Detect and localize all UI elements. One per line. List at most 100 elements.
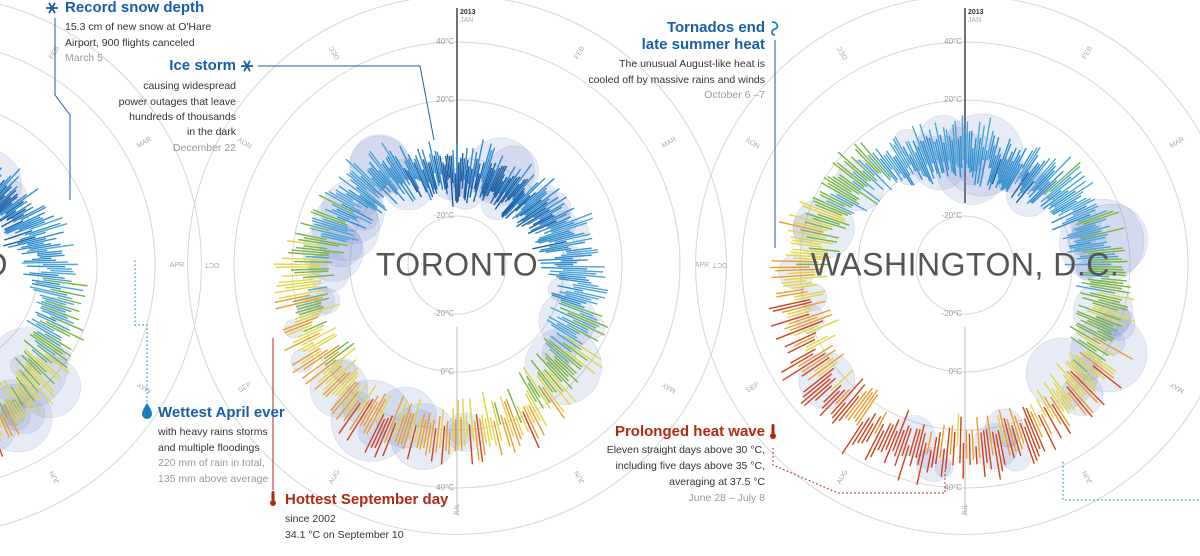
annotation-text: including five days above 35 °C, [615,460,765,472]
day-bar [458,162,459,201]
month-label: JUN [573,469,586,484]
day-bar [960,417,961,463]
tornado-icon [772,22,777,35]
month-label: MAY [661,380,677,394]
month-label: OCT [204,261,220,268]
month-label: APR [170,262,184,269]
day-bar [453,408,454,439]
annotation-title: Wettest April ever [158,404,285,421]
month-label: AUG [328,469,342,486]
day-bar [541,262,577,263]
annotation-text: 15.3 cm of new snow at O'Hare [65,21,211,33]
day-bar [276,267,320,268]
month-label: JUL [962,504,969,517]
year-label: 2013 [968,9,984,16]
month-label: OCT [712,261,728,268]
annotation-text: Airport, 900 flights canceled [65,37,195,49]
month-label: JUN [1081,469,1094,484]
annotation-text: hundreds of thousands [129,111,236,123]
day-bar [957,414,958,446]
scale-label: 0°C [949,367,963,376]
month-label: MAY [1169,380,1185,394]
month-label: JAN [460,17,473,24]
day-bar [517,406,528,432]
annotation-title: Hottest September day [285,491,449,508]
day-bar [865,424,883,460]
month-label: MAR [136,136,153,150]
snowflake-icon [241,61,253,71]
annotation-text: power outages that leave [119,96,236,108]
day-bar [884,431,897,463]
month-label: FEB [1081,45,1094,61]
day-bar [24,260,57,261]
annotation-date: December 22 [173,142,236,154]
scale-label: 40°C [436,37,454,46]
day-bar [842,422,863,454]
day-bar [867,416,881,442]
scale-label: -20°C [941,211,962,220]
day-bar [22,262,68,263]
month-label: NOV [236,135,253,149]
day-bar [805,335,835,351]
drop-icon [142,403,152,419]
day-bar [541,268,587,269]
month-label: JAN [968,17,981,24]
day-bar [858,413,876,443]
month-label: JUN [48,469,61,484]
month-label: JUL [454,504,461,517]
annotation-text: causing widespread [143,80,236,92]
annotation-title: Tornados end [667,19,765,36]
month-label: MAR [1169,136,1186,150]
day-bar [449,433,450,455]
scale-label: -20°C [433,309,454,318]
annotation-title: late summer heat [642,36,765,53]
annotation-date: June 28 – July 8 [689,492,766,504]
annotation-note: 220 mm of rain in total, [158,457,265,469]
annotation-date: March 5 [65,52,103,64]
annotation-text: with heavy rains storms [157,426,268,438]
day-bar [294,261,332,262]
scale-label: 20°C [944,95,962,104]
leader-line [1063,462,1200,500]
month-label: AUG [836,469,850,486]
month-label: SEP [745,381,761,394]
scale-label: -20°C [941,309,962,318]
annotation-text: 34.1 °C on September 10 [285,529,404,541]
month-label: FEB [573,45,586,61]
year-label: 2013 [460,9,476,16]
annotation-text: Eleven straight days above 30 °C, [607,444,765,456]
annotation-title: Ice storm [169,57,236,74]
radial-chart: 2013JANFEBMARAPRMAYJUNJULAUGSEPOCTNOVDEC… [696,0,1200,534]
day-bar [557,266,605,267]
month-label: APR [695,262,709,269]
annotation-text: The unusual August-like heat is [619,58,765,70]
day-bar [972,430,973,461]
day-bar [1039,415,1056,450]
annotation-note: 135 mm above average [158,473,268,485]
month-label: MAR [661,136,678,150]
day-bar [967,122,968,164]
annotation-date: October 6 –7 [704,89,765,101]
day-bar [969,434,970,465]
day-bar [461,417,462,450]
annotation-title: Record snow depth [65,0,204,16]
city-name: TORONTO [376,246,538,282]
annotation-text: since 2002 [285,513,336,525]
day-bar [523,406,538,438]
scale-label: 40°C [944,483,962,492]
day-bar [953,432,955,466]
thermometer-icon [270,491,276,506]
city-name: WASHINGTON, D.C. [811,246,1119,282]
month-label: DEC [328,45,341,61]
snowflake-icon [46,3,58,13]
day-bar [770,267,810,268]
scale-label: -20°C [433,211,454,220]
day-bar [47,268,72,269]
annotation-text: averaging at 37.5 °C [669,476,765,488]
month-label: DEC [836,45,849,61]
month-label: SEP [237,381,253,394]
city-name: O [0,246,8,282]
annotation-title: Prolonged heat wave [615,423,765,440]
day-bar [32,258,51,259]
